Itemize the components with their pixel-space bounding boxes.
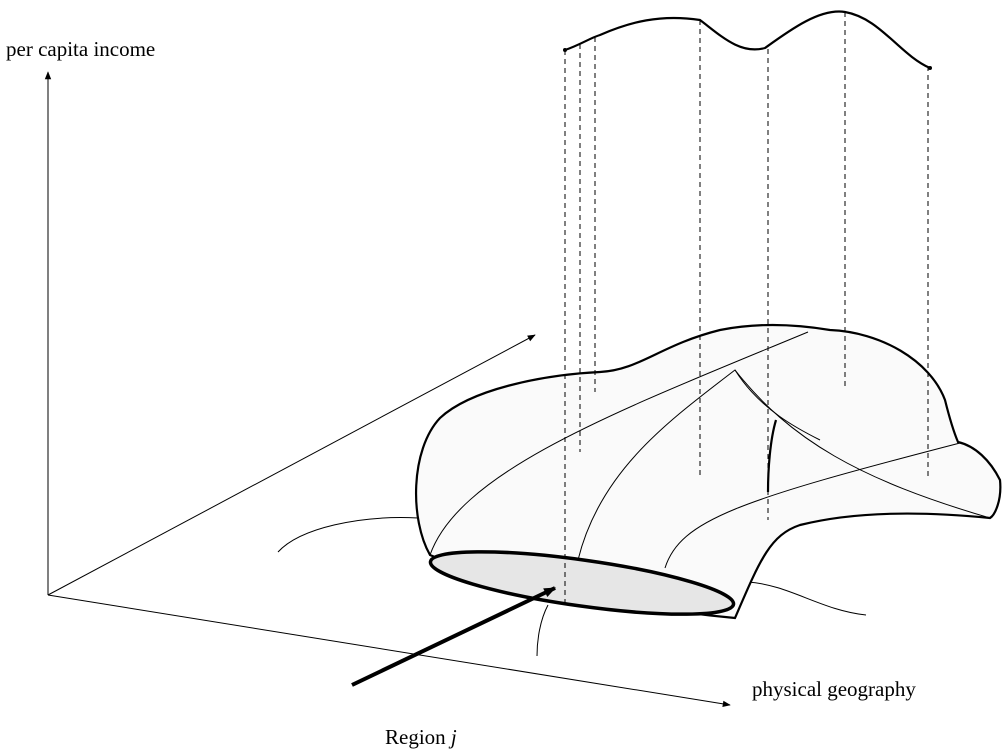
- region-word: Region: [385, 725, 446, 749]
- region-index: j: [448, 725, 457, 749]
- ground-curve: [537, 605, 548, 656]
- diagram: per capita income physical geography Reg…: [0, 0, 1002, 751]
- region-arrow: [352, 588, 555, 685]
- horizontal-axis-label: physical geography: [752, 677, 916, 701]
- profile-point: [928, 66, 932, 70]
- region-label: Region j: [385, 725, 457, 749]
- income-profile: [565, 12, 930, 68]
- ground-curve: [748, 582, 866, 615]
- vertical-axis-label: per capita income: [6, 37, 155, 61]
- ground-curve: [278, 518, 418, 552]
